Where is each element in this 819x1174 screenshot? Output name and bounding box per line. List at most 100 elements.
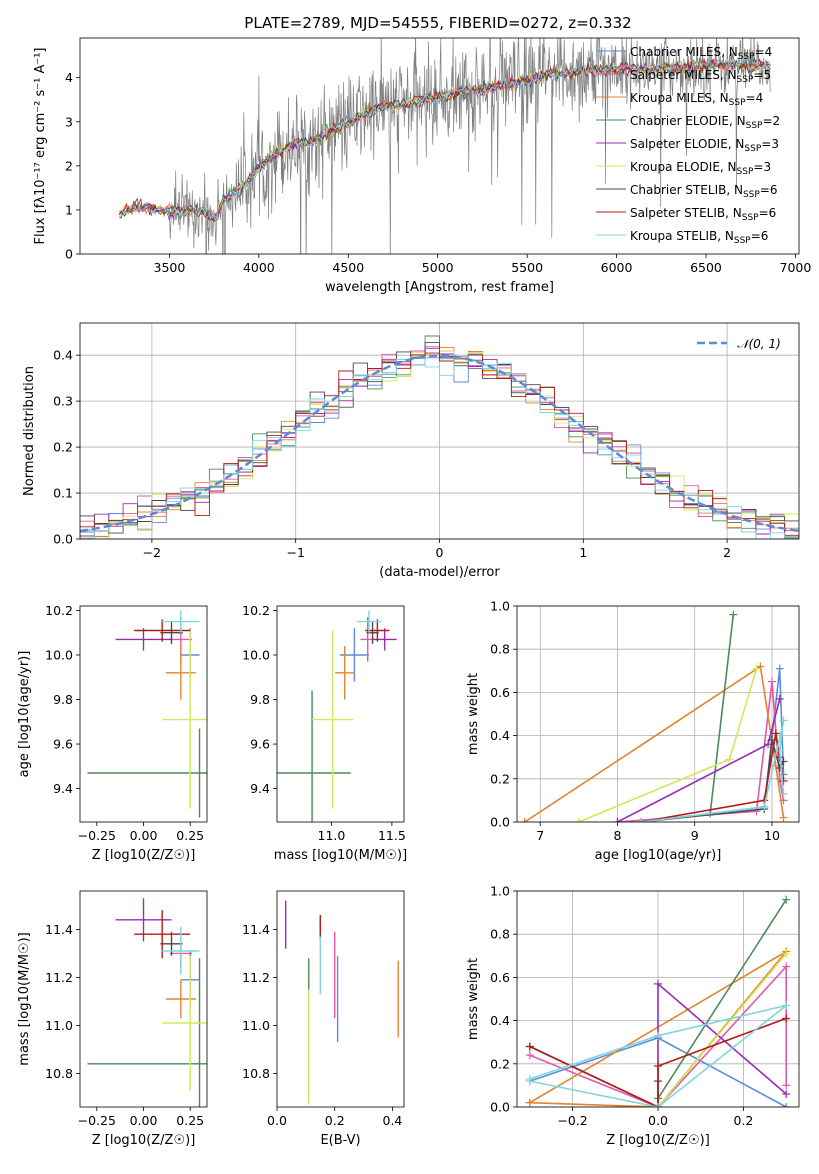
axes-frame bbox=[79, 890, 208, 1108]
plot-area-age-vs-Z bbox=[87, 610, 207, 818]
x-tick-label: 9 bbox=[691, 828, 699, 843]
y-tick-label: 9.6 bbox=[250, 737, 270, 752]
weight-line-salpeter-miles bbox=[529, 964, 788, 1107]
x-axis-label: Z [log10(Z/Z☉)] bbox=[92, 1133, 196, 1148]
plot-area-mass-vs-Z bbox=[87, 898, 207, 1107]
y-tick-label: 10.8 bbox=[45, 1066, 73, 1081]
x-tick-label: −2 bbox=[143, 545, 161, 560]
y-axis-label: age [log10(age/yr)] bbox=[17, 651, 32, 778]
model-line-kroupa-stelib bbox=[118, 56, 771, 223]
x-tick-label: 0.2 bbox=[734, 1113, 754, 1128]
y-tick-label: 11.4 bbox=[45, 922, 73, 937]
y-axis-label: Flux [fλ10⁻¹⁷ erg cm⁻² s⁻¹ A⁻¹] bbox=[33, 48, 48, 245]
y-tick-label: 0.4 bbox=[53, 348, 73, 363]
x-tick-label: 7 bbox=[536, 828, 544, 843]
plot-area-spectrum bbox=[118, 38, 771, 254]
x-tick-label: 11.5 bbox=[378, 828, 406, 843]
y-tick-label: 3 bbox=[65, 114, 73, 129]
axes-age-vs-mass: 11.0 11.5 9.4 9.6 9.8 10.0 10.2 mass [log10(M/M… bbox=[242, 603, 407, 863]
x-tick-label: −0.25 bbox=[78, 1113, 116, 1128]
legend-label: 𝒩(0, 1) bbox=[737, 337, 781, 351]
legend-label: Chabrier MILES, NSSP=4 bbox=[630, 45, 772, 62]
y-tick-label: 0 bbox=[65, 247, 73, 262]
x-axis-label: wavelength [Angstrom, rest frame] bbox=[325, 280, 554, 295]
normal-curve-line bbox=[80, 354, 799, 533]
x-tick-label: 5500 bbox=[511, 260, 543, 275]
weight-line-chabrier-elodie bbox=[709, 614, 735, 814]
x-axis-label: Z [log10(Z/Z☉)] bbox=[606, 1133, 710, 1148]
y-axis-label: mass weight bbox=[466, 673, 481, 755]
axes-mass-vs-Z: −0.25 0.00 0.25 10.8 11.0 11.2 11.4 Z [log10(Z/… bbox=[17, 890, 208, 1148]
y-tick-label: 11.0 bbox=[45, 1018, 73, 1033]
x-tick-label: 10 bbox=[764, 828, 780, 843]
y-tick-label: 1 bbox=[65, 202, 73, 217]
y-tick-label: 0.3 bbox=[53, 394, 73, 409]
y-axis-label: Normed distribution bbox=[22, 366, 37, 496]
legend-label: Salpeter ELODIE, NSSP=3 bbox=[630, 137, 779, 154]
y-tick-label: 0.6 bbox=[490, 685, 510, 700]
y-tick-label: 11.2 bbox=[242, 970, 270, 985]
x-axis-label: Z [log10(Z/Z☉)] bbox=[92, 848, 196, 863]
y-tick-label: 4 bbox=[65, 70, 73, 85]
y-tick-label: 0.6 bbox=[490, 970, 510, 985]
y-axis-label: mass [log10(M/M☉)] bbox=[17, 932, 32, 1065]
page-title: PLATE=2789, MJD=54555, FIBERID=0272, z=0… bbox=[244, 14, 631, 32]
weight-line-kroupa-miles bbox=[524, 665, 785, 822]
x-tick-label: 7000 bbox=[780, 260, 812, 275]
x-tick-label: −0.25 bbox=[78, 828, 116, 843]
x-tick-label: 0 bbox=[436, 545, 444, 560]
legend: Chabrier MILES, NSSP=4 Salpeter MILES, NS… bbox=[596, 45, 780, 246]
y-tick-label: 0.0 bbox=[53, 532, 73, 547]
legend-label: Salpeter MILES, NSSP=5 bbox=[630, 68, 771, 85]
y-tick-label: 9.4 bbox=[53, 781, 73, 796]
y-tick-label: 0.0 bbox=[490, 1100, 510, 1115]
y-tick-label: 11.0 bbox=[242, 1018, 270, 1033]
axes-frame bbox=[276, 605, 405, 823]
x-tick-label: 0.25 bbox=[176, 828, 204, 843]
axes-frame bbox=[516, 605, 800, 823]
hist-step-salpeter-stelib bbox=[80, 352, 799, 536]
data-spectrum-line bbox=[119, 38, 771, 254]
x-axis-label: (data-model)/error bbox=[379, 565, 500, 580]
weight-line-salpeter-stelib bbox=[529, 1017, 787, 1107]
x-axis-label: mass [log10(M/M☉)] bbox=[274, 848, 407, 863]
y-tick-label: 10.2 bbox=[242, 603, 270, 618]
y-tick-label: 9.8 bbox=[53, 692, 73, 707]
y-axis-label: mass weight bbox=[466, 958, 481, 1040]
x-tick-label: 2 bbox=[723, 545, 731, 560]
weight-line-salpeter-elodie bbox=[657, 982, 787, 1107]
y-tick-label: 0.8 bbox=[490, 642, 510, 657]
y-tick-label: 10.0 bbox=[242, 647, 270, 662]
axes-frame bbox=[276, 890, 405, 1108]
legend-label: Kroupa MILES, NSSP=4 bbox=[630, 91, 763, 108]
axes-mass-weight-vs-Z: −0.2 0.0 0.2 0.0 0.2 0.4 0.6 0.8 1.0 Z [log10(Z/Z… bbox=[466, 884, 800, 1148]
y-tick-label: 0.4 bbox=[490, 1013, 510, 1028]
x-tick-label: 0.00 bbox=[130, 828, 158, 843]
x-tick-label: 6000 bbox=[601, 260, 633, 275]
y-tick-label: 9.8 bbox=[250, 692, 270, 707]
weight-line-salpeter-elodie bbox=[617, 698, 781, 822]
legend-label: Kroupa ELODIE, NSSP=3 bbox=[630, 160, 771, 177]
y-tick-label: 1.0 bbox=[490, 884, 510, 899]
y-tick-label: 11.4 bbox=[242, 922, 270, 937]
axes-frame bbox=[79, 605, 208, 823]
y-tick-label: 10.0 bbox=[45, 647, 73, 662]
y-tick-label: 0.4 bbox=[490, 728, 510, 743]
axes-frame bbox=[516, 890, 800, 1108]
plot-area-residuals bbox=[80, 335, 799, 539]
x-tick-label: 0.25 bbox=[176, 1113, 204, 1128]
x-tick-label: 0.2 bbox=[325, 1113, 345, 1128]
axes-spectrum: 3500 4000 4500 5000 5500 6000 6500 7000 0 1 2 3 4 wav… bbox=[33, 37, 812, 295]
y-tick-label: 10.8 bbox=[242, 1066, 270, 1081]
axes-residuals: −2 −1 0 1 2 0.0 0.1 0.2 0.3 0.4 (data-model)/error… bbox=[22, 322, 800, 580]
x-axis-label: E(B-V) bbox=[320, 1133, 360, 1148]
x-tick-label: 0.0 bbox=[267, 1113, 287, 1128]
legend-label: Chabrier STELIB, NSSP=6 bbox=[630, 183, 778, 200]
y-tick-label: 9.6 bbox=[53, 737, 73, 752]
y-tick-label: 2 bbox=[65, 158, 73, 173]
x-tick-label: −1 bbox=[286, 545, 304, 560]
plot-area-mass-vs-EBV bbox=[284, 900, 399, 1105]
weight-line-kroupa-elodie bbox=[578, 668, 758, 822]
